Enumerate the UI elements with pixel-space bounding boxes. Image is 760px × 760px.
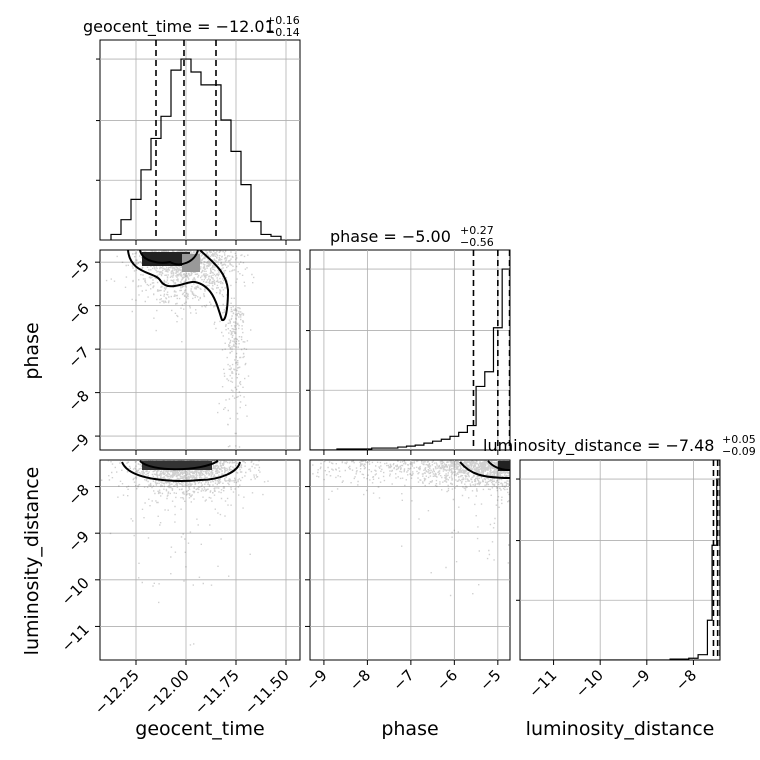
panel-phase-luminosity_distance: −9 −8 −7 −6 −5 (302, 460, 510, 694)
x-tick-label-luminosity_distance: −9 (625, 666, 653, 694)
panel-content (310, 250, 510, 450)
panel-frame (309, 459, 511, 661)
x-tick-label-phase: −7 (389, 666, 417, 694)
contour-inner (139, 250, 199, 266)
panel-frame (99, 249, 301, 451)
scatter-points (105, 250, 255, 450)
contour-outer (121, 461, 241, 482)
panel-frame (309, 249, 511, 451)
panel-content (310, 460, 510, 660)
panel-frame (519, 459, 721, 661)
xlabel-phase: phase (381, 718, 438, 740)
density-cell (182, 254, 200, 272)
title-luminosity-distance: luminosity_distance = −7.48 +0.05 −0.09 (483, 433, 756, 458)
title-phase-lower: −0.56 (460, 236, 494, 249)
y-tick-label-luminosity_distance: −9 (64, 527, 92, 555)
y-tick-label-luminosity_distance: −11 (58, 621, 93, 656)
xlabel-geocent-time: geocent_time (135, 718, 264, 740)
scatter-points (312, 460, 510, 597)
panel-geocent_time-luminosity_distance: −12.25−12.00−11.75−11.50 −11 −10 −9 −8 (58, 460, 300, 718)
title-phase-upper: +0.27 (460, 224, 494, 237)
contour-outer (127, 250, 230, 321)
title-luminosity-distance-main: luminosity_distance = −7.48 (483, 436, 714, 456)
panel-content (100, 250, 300, 450)
chart-marks: −9 −8 −7 −6 −5 −12.25−12.00−11.75−11.50 −11 −10… (58, 40, 720, 718)
panel-frame (99, 459, 301, 661)
panel-content (100, 460, 300, 660)
panel-content (100, 40, 300, 240)
title-geocent-time-lower: −0.14 (266, 26, 300, 39)
title-luminosity-distance-lower: −0.09 (722, 445, 756, 458)
title-geocent-time: geocent_time = −12.01 +0.16 −0.14 (83, 14, 300, 39)
x-tick-label-phase: −9 (302, 666, 330, 694)
contour-inner (487, 460, 510, 471)
title-phase: phase = −5.00 +0.27 −0.56 (330, 224, 494, 249)
x-tick-label-luminosity_distance: −8 (672, 666, 700, 694)
ylabel-luminosity-distance: luminosity_distance (21, 467, 43, 656)
x-tick-label-phase: −5 (476, 666, 504, 694)
x-tick-label-luminosity_distance: −10 (572, 666, 607, 701)
ylabel-phase: phase (21, 322, 43, 379)
histogram-step (310, 268, 510, 450)
title-luminosity-distance-upper: +0.05 (722, 433, 756, 446)
x-tick-label-geocent_time: −12.25 (91, 666, 143, 718)
x-tick-label-geocent_time: −12.00 (141, 666, 193, 718)
histogram-step (520, 478, 720, 660)
title-geocent-time-main: geocent_time = −12.01 (83, 17, 275, 37)
y-tick-label-phase: −7 (64, 343, 92, 371)
y-tick-label-phase: −9 (64, 430, 92, 458)
y-tick-label-luminosity_distance: −10 (58, 574, 93, 609)
title-geocent-time-upper: +0.16 (266, 14, 300, 27)
x-tick-label-geocent_time: −11.75 (191, 666, 243, 718)
x-tick-label-luminosity_distance: −11 (525, 666, 560, 701)
title-phase-main: phase = −5.00 (330, 227, 451, 246)
xlabel-luminosity-distance: luminosity_distance (526, 718, 715, 740)
scatter-points (100, 460, 269, 646)
panel-content (520, 460, 720, 660)
density-core (142, 461, 212, 470)
x-tick-label-phase: −6 (433, 666, 461, 694)
histogram-step (110, 58, 282, 240)
y-tick-label-phase: −6 (64, 300, 92, 328)
x-tick-label-geocent_time: −11.50 (241, 666, 293, 718)
panel-geocent_time-geocent_time (96, 40, 300, 245)
y-tick-label-luminosity_distance: −8 (64, 481, 92, 509)
x-tick-label-phase: −8 (346, 666, 374, 694)
panel-frame (99, 39, 301, 241)
y-tick-label-phase: −8 (64, 387, 92, 415)
contour-outer (459, 461, 510, 479)
density-core (498, 461, 510, 471)
panel-luminosity_distance-luminosity_distance: −11 −10 −9 −8 (516, 460, 720, 701)
y-tick-label-phase: −5 (64, 256, 92, 284)
contour-inner (139, 460, 219, 471)
panel-phase-phase (306, 250, 510, 455)
panel-frames (99, 39, 721, 661)
